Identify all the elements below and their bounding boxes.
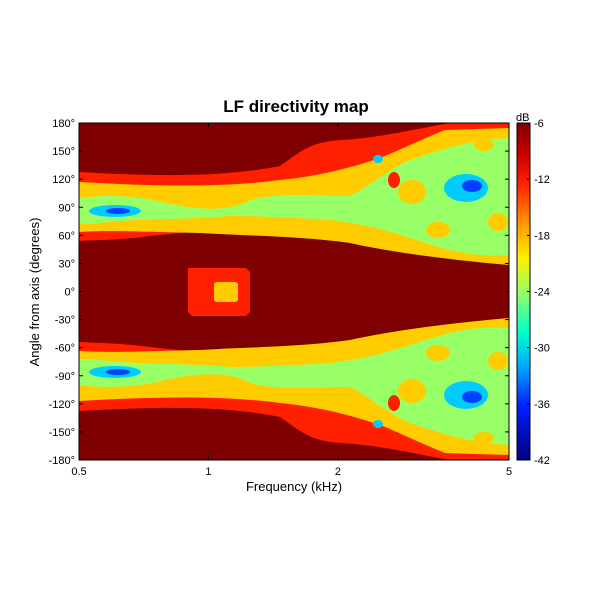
y-tick-label: 150° xyxy=(52,146,75,158)
level-minus18-islands xyxy=(398,139,508,444)
colorbar-tick-label: -6 xyxy=(534,118,544,130)
y-tick-label: -120° xyxy=(49,399,75,411)
y-axis-label: Angle from axis (degrees) xyxy=(27,218,42,367)
y-tick-label: -60° xyxy=(55,343,75,355)
x-tick-label: 0.5 xyxy=(71,466,86,478)
lower-right-null-core xyxy=(462,391,482,403)
lower-island-2 xyxy=(426,345,450,361)
lower-red-spot xyxy=(388,395,400,411)
chart-title: LF directivity map xyxy=(223,97,368,116)
y-tick-label: -30° xyxy=(55,315,75,327)
lower-left-null-core xyxy=(106,369,130,375)
plot-area xyxy=(79,123,509,460)
lower-island-3 xyxy=(488,352,508,370)
colorbar-ticks: -6 -12 -18 -24 -30 -36 -42 xyxy=(527,118,550,467)
lower-green-band xyxy=(79,327,509,445)
upper-island-1 xyxy=(398,180,426,204)
upper-island-2 xyxy=(426,222,450,238)
colorbar-tick-label: -24 xyxy=(534,287,550,299)
upper-island-3 xyxy=(488,213,508,231)
upper-green-band xyxy=(79,138,509,256)
level-minus24-regions xyxy=(79,138,509,445)
on-axis-yellow-core xyxy=(214,282,238,302)
colorbar-tick-label: -12 xyxy=(534,174,550,186)
upper-red-spot xyxy=(388,172,400,188)
y-tick-label: -180° xyxy=(49,455,75,467)
colorbar-tick-label: -18 xyxy=(534,230,550,242)
colorbar-tick-label: -36 xyxy=(534,399,550,411)
colorbar: dB -6 -12 -18 -24 -30 -36 -42 xyxy=(516,112,550,467)
y-tick-label: 120° xyxy=(52,174,75,186)
y-tick-label: 0° xyxy=(64,287,75,299)
y-tick-label: -150° xyxy=(49,427,75,439)
level-minus30-regions xyxy=(89,155,488,428)
y-tick-label: 90° xyxy=(58,202,75,214)
x-tick-label: 2 xyxy=(335,466,341,478)
x-tick-label: 5 xyxy=(506,466,512,478)
upper-small-null xyxy=(373,155,383,163)
upper-island-4 xyxy=(474,139,494,151)
colorbar-label: dB xyxy=(516,112,529,124)
x-tick-label: 1 xyxy=(205,466,211,478)
lower-small-null xyxy=(373,420,383,428)
colorbar-tick-label: -42 xyxy=(534,455,550,467)
x-axis-ticks: 0.5 1 2 5 xyxy=(71,123,512,478)
upper-right-null-core xyxy=(462,180,482,192)
y-tick-label: 30° xyxy=(58,258,75,270)
lower-island-4 xyxy=(474,432,494,444)
y-axis-ticks: 180° 150° 120° 90° 60° 30° 0° -30° -60° -90° -120°… xyxy=(49,118,509,467)
level-minus12-spots xyxy=(388,172,400,411)
colorbar-tick-label: -30 xyxy=(534,343,550,355)
y-tick-label: -90° xyxy=(55,371,75,383)
lower-island-1 xyxy=(398,379,426,403)
y-tick-label: 60° xyxy=(58,230,75,242)
upper-left-null-core xyxy=(106,208,130,214)
x-axis-label: Frequency (kHz) xyxy=(246,479,342,494)
y-tick-label: 180° xyxy=(52,118,75,130)
